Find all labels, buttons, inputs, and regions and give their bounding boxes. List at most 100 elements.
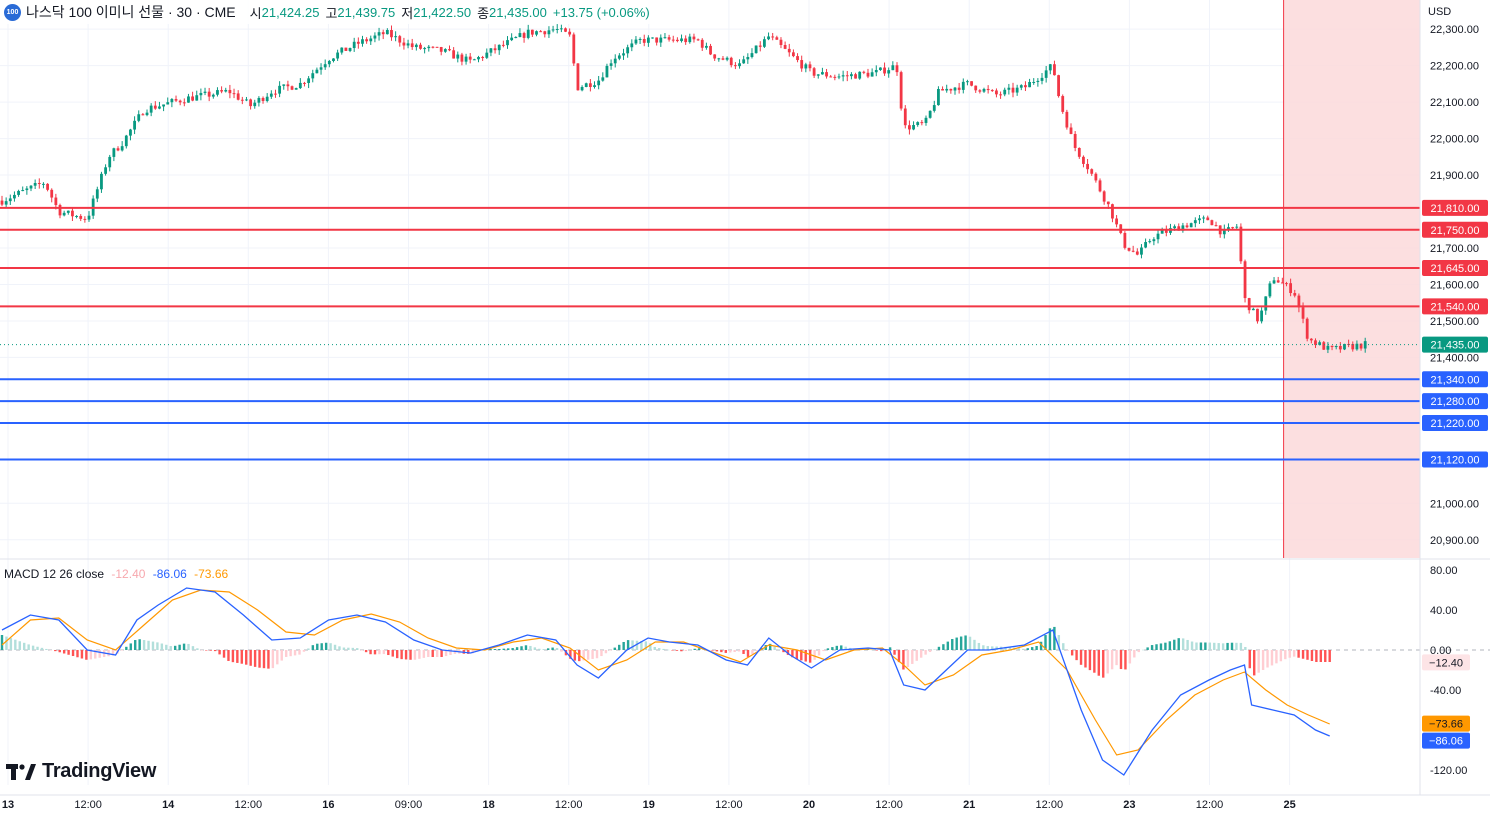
candle-body[interactable] (58, 205, 62, 216)
candle-body[interactable] (854, 74, 857, 79)
candle-body[interactable] (95, 189, 99, 199)
candle-body[interactable] (709, 45, 712, 55)
candle-body[interactable] (1065, 111, 1069, 128)
candle-body[interactable] (50, 189, 54, 198)
candle-body[interactable] (224, 89, 228, 92)
candle-body[interactable] (311, 73, 315, 79)
candle-body[interactable] (671, 39, 675, 41)
candle-body[interactable] (622, 53, 625, 56)
candle-body[interactable] (908, 125, 911, 130)
candle-body[interactable] (655, 37, 659, 43)
candle-body[interactable] (825, 72, 828, 77)
candle-body[interactable] (551, 29, 555, 31)
candle-body[interactable] (303, 82, 306, 84)
candle-body[interactable] (286, 84, 290, 87)
candle-body[interactable] (1094, 173, 1098, 181)
candle-body[interactable] (684, 38, 688, 43)
macd-signal-line[interactable] (1, 589, 1330, 756)
candle-body[interactable] (1003, 89, 1007, 95)
candle-body[interactable] (207, 91, 211, 97)
candle-body[interactable] (651, 37, 654, 39)
candle-body[interactable] (460, 54, 464, 62)
candle-body[interactable] (112, 148, 116, 157)
candle-body[interactable] (278, 85, 282, 94)
candle-body[interactable] (232, 93, 236, 95)
candle-body[interactable] (427, 46, 431, 49)
candle-body[interactable] (410, 43, 414, 48)
candle-body[interactable] (717, 58, 721, 60)
candle-body[interactable] (1140, 247, 1143, 255)
candle-body[interactable] (414, 44, 418, 48)
candle-body[interactable] (667, 37, 671, 40)
macd-legend[interactable]: MACD 12 26 close -12.40 -86.06 -73.66 (4, 567, 232, 581)
candle-body[interactable] (423, 48, 427, 50)
candle-body[interactable] (249, 99, 253, 107)
candle-body[interactable] (153, 105, 157, 109)
candle-body[interactable] (1024, 85, 1027, 88)
candle-body[interactable] (1309, 338, 1313, 341)
candle-body[interactable] (1193, 220, 1197, 224)
resistance-level-badge[interactable] (1422, 199, 1488, 216)
macd-line[interactable] (1, 587, 1330, 776)
candle-body[interactable] (850, 74, 853, 77)
candle-body[interactable] (120, 146, 124, 151)
candle-body[interactable] (754, 45, 758, 54)
candle-body[interactable] (406, 43, 410, 46)
candle-body[interactable] (489, 48, 493, 53)
candle-body[interactable] (1272, 280, 1276, 284)
candle-body[interactable] (903, 108, 907, 126)
candle-body[interactable] (1048, 64, 1052, 71)
candle-body[interactable] (758, 45, 762, 47)
candle-body[interactable] (924, 117, 928, 123)
candle-body[interactable] (812, 68, 816, 76)
candle-body[interactable] (1343, 343, 1346, 350)
candle-body[interactable] (319, 67, 323, 70)
candle-body[interactable] (883, 67, 886, 74)
candle-body[interactable] (746, 57, 750, 60)
candle-body[interactable] (83, 218, 87, 220)
candle-body[interactable] (472, 59, 476, 61)
candle-body[interactable] (1040, 77, 1044, 81)
candle-body[interactable] (307, 78, 311, 83)
candle-body[interactable] (1227, 227, 1230, 230)
candle-body[interactable] (1338, 346, 1342, 350)
candle-body[interactable] (792, 52, 795, 57)
candle-body[interactable] (829, 76, 833, 78)
candle-body[interactable] (464, 56, 468, 62)
candle-body[interactable] (174, 99, 178, 101)
candle-body[interactable] (240, 99, 244, 101)
candle-body[interactable] (986, 88, 990, 91)
candle-body[interactable] (593, 85, 596, 87)
candle-body[interactable] (1127, 247, 1131, 251)
candle-body[interactable] (738, 63, 741, 67)
candle-body[interactable] (1256, 308, 1259, 322)
candle-body[interactable] (970, 81, 973, 86)
candle-body[interactable] (21, 190, 25, 192)
candle-body[interactable] (692, 36, 696, 40)
candle-body[interactable] (808, 64, 812, 69)
candle-body[interactable] (1293, 293, 1297, 296)
candle-body[interactable] (879, 67, 882, 71)
candle-body[interactable] (66, 210, 70, 213)
candle-body[interactable] (1131, 250, 1135, 252)
candle-body[interactable] (265, 96, 269, 101)
candle-body[interactable] (298, 82, 302, 89)
candle-body[interactable] (1189, 223, 1193, 228)
candle-body[interactable] (530, 29, 534, 35)
candle-body[interactable] (1185, 225, 1189, 228)
candle-body[interactable] (315, 69, 319, 74)
candle-body[interactable] (966, 81, 969, 83)
candle-body[interactable] (211, 94, 215, 97)
candle-body[interactable] (377, 32, 381, 36)
candle-body[interactable] (149, 105, 153, 113)
candle-body[interactable] (327, 61, 331, 65)
candle-body[interactable] (771, 36, 775, 38)
candle-body[interactable] (1206, 217, 1210, 221)
candle-body[interactable] (688, 36, 692, 43)
candle-body[interactable] (1028, 81, 1031, 88)
candle-body[interactable] (1115, 218, 1118, 225)
candle-body[interactable] (348, 48, 352, 51)
candle-body[interactable] (663, 37, 667, 39)
candle-body[interactable] (547, 30, 551, 35)
